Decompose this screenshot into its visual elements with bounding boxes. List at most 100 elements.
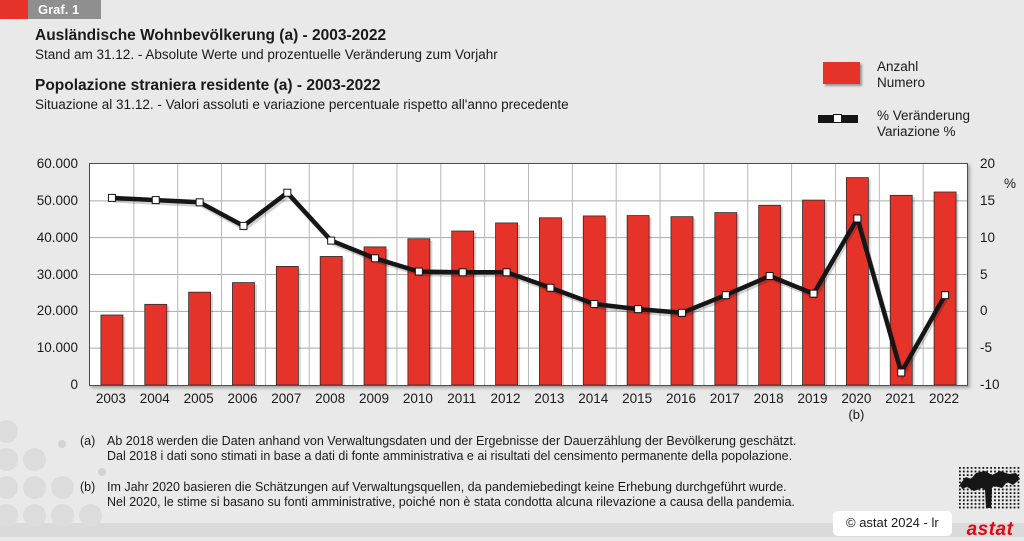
logo-shape: [1009, 499, 1012, 502]
chart-plot-area: [89, 163, 968, 386]
bar: [319, 256, 343, 385]
line-marker: [327, 236, 336, 245]
decor-circle: [51, 476, 74, 499]
logo-shape: [1017, 470, 1020, 473]
logo-shape: [1009, 485, 1012, 487]
logo-shape: [998, 492, 1000, 494]
logo-shape: [966, 495, 969, 498]
logo-shape: [962, 499, 965, 502]
right-axis-tick: 5: [980, 266, 988, 282]
logo-shape: [962, 492, 965, 494]
logo-shape: [1009, 488, 1012, 491]
logo-shape: [982, 499, 985, 502]
logo-shape: [1009, 495, 1012, 498]
line-marker: [414, 267, 423, 276]
x-axis-tick: 2019: [797, 391, 828, 406]
logo-shape: [974, 506, 977, 509]
logo-shape: [994, 499, 996, 502]
logo-shape: [970, 506, 973, 509]
logo-shape: [1005, 488, 1008, 491]
right-axis-tick: -10: [980, 377, 1000, 392]
footnote-a-marker: (a): [80, 434, 96, 448]
logo-shape: [959, 488, 961, 491]
x-axis-tick: 2017: [709, 391, 740, 406]
logo-shape: [1017, 485, 1020, 487]
chart-canvas: [90, 164, 967, 385]
logo-shape: [962, 506, 965, 509]
logo-shape: [994, 467, 996, 469]
logo-shape: [1005, 495, 1008, 498]
logo-shape: [982, 488, 985, 491]
right-axis-tick: 20: [980, 156, 996, 171]
logo-shape: [982, 467, 985, 469]
legend-bar-labels: Anzahl Numero: [877, 59, 925, 91]
left-axis-tick: 20.000: [36, 303, 78, 319]
logo-shape: [974, 495, 977, 498]
logo-shape: [962, 470, 965, 473]
x-axis-tick: 2007: [271, 391, 302, 406]
logo-shape: [1017, 495, 1020, 498]
bar: [495, 222, 518, 385]
logo-shape: [1009, 506, 1012, 509]
astat-logo-text: astat: [966, 519, 1014, 540]
logo-shape: [974, 470, 977, 473]
logo-shape: [962, 474, 965, 476]
footnote-b-marker: (b): [80, 480, 96, 494]
logo-shape: [990, 488, 992, 491]
logo-shape: [966, 499, 969, 502]
logo-shape: [960, 471, 1020, 492]
logo-shape: [1005, 499, 1008, 502]
pct-change-line: [111, 190, 948, 375]
bar: [758, 204, 782, 385]
decor-circle: [51, 504, 74, 527]
logo-shape: [1005, 506, 1008, 509]
logo-shape: [978, 495, 981, 498]
logo-shape: [978, 470, 981, 473]
x-axis-tick: 2018: [753, 391, 784, 406]
logo-shape: [970, 499, 973, 502]
bottom-strip: [0, 523, 1024, 537]
logo-shape: [962, 488, 965, 491]
decor-circle: [0, 448, 18, 471]
logo-shape: [1017, 488, 1020, 491]
line-marker: [941, 291, 950, 300]
bar: [933, 191, 957, 385]
left-axis-tick: 0: [70, 377, 78, 392]
logo-shape: [1013, 499, 1016, 502]
logo-shape: [982, 503, 985, 505]
logo-shape: [1009, 470, 1012, 473]
logo-shape: [986, 467, 989, 469]
logo-shape: [959, 470, 961, 473]
logo-shape: [966, 470, 969, 473]
x-axis-note: (b): [848, 407, 865, 422]
logo-shape: [959, 503, 961, 505]
logo-shape: [1001, 488, 1004, 491]
logo-shape: [1009, 492, 1012, 494]
decor-dot: [58, 440, 66, 448]
logo-shape: [1017, 503, 1020, 505]
astat-logo-map-icon: [959, 467, 1020, 509]
logo-shape: [966, 503, 969, 505]
logo-shape: [978, 492, 981, 494]
logo-shape: [994, 506, 996, 509]
decor-circle: [0, 420, 18, 443]
logo-shape: [962, 503, 965, 505]
decor-circle: [79, 504, 102, 527]
x-axis-tick: 2021: [885, 391, 916, 406]
right-axis-tick: 15: [980, 192, 996, 208]
bar: [670, 216, 694, 385]
left-axis-tick: 60.000: [36, 156, 78, 171]
line-marker: [897, 368, 906, 377]
x-axis-tick: 2003: [95, 391, 126, 406]
footnote-b-german: Im Jahr 2020 basieren die Schätzungen au…: [107, 480, 787, 494]
logo-shape: [959, 467, 961, 469]
bar: [451, 230, 475, 385]
logo-shape: [998, 495, 1000, 498]
logo-shape: [966, 506, 969, 509]
x-axis-tick: 2005: [183, 391, 214, 406]
logo-shape: [959, 477, 961, 480]
legend-line-label-it: Variazione %: [877, 124, 956, 139]
x-axis-tick: 2015: [622, 391, 653, 406]
logo-shape: [1017, 492, 1020, 494]
logo-shape: [1013, 492, 1016, 494]
